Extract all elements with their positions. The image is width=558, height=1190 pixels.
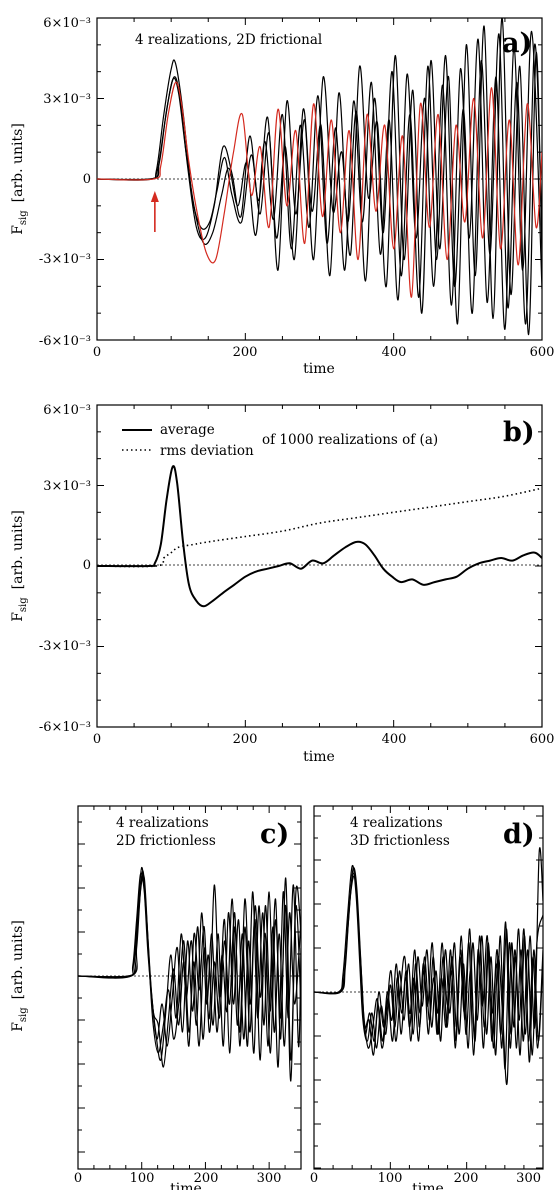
panel-b-annotation: of 1000 realizations of (a)	[262, 432, 438, 448]
panel-a-y-axis-label: Fsig[arb. units]	[10, 123, 29, 235]
panel-a-ytick-label-2: 3×10⁻³	[43, 92, 91, 107]
panel-b-xtick-label-4: 600	[530, 732, 555, 747]
panel-d-xtick-label-3: 200	[454, 1171, 479, 1186]
panel-a: 4 realizations, 2D frictional a) 6×10⁻³ …	[10, 16, 554, 377]
series-line-d-3	[314, 867, 543, 1056]
panel-d-label: d)	[503, 819, 535, 850]
legend-label-average: average	[160, 422, 215, 438]
panel-c-series	[78, 866, 301, 1082]
panel-c-label: c)	[260, 819, 289, 850]
panel-a-ytick-label-1: 6×10⁻³	[43, 16, 91, 31]
panel-c-annotation-line-1: 4 realizations	[116, 815, 209, 831]
panel-d-ticks	[313, 806, 544, 1169]
panel-b-ticks	[96, 404, 543, 728]
panel-d-annotation-line-2: 3D frictionless	[350, 833, 450, 849]
series-line-c-1	[78, 866, 301, 1061]
panel-b-ytick-label-2: 3×10⁻³	[43, 479, 91, 494]
legend-label-rms-deviation: rms deviation	[160, 443, 254, 459]
panel-b-ytick-label-4: -3×10⁻³	[39, 639, 91, 654]
panel-a-label: a)	[502, 28, 532, 59]
panel-d: 4 realizations 3D frictionless d) 0 100 …	[310, 805, 544, 1190]
panel-c-xtick-label-4: 300	[257, 1171, 282, 1186]
panel-b-ytick-label-5: -6×10⁻³	[39, 720, 91, 735]
onset-arrow-head	[150, 191, 159, 202]
panel-c-annotation-line-2: 2D frictionless	[116, 833, 216, 849]
panel-a-ytick-label-5: -6×10⁻³	[39, 334, 91, 349]
series-line-d-4	[314, 847, 543, 1086]
panel-a-xtick-label-3: 400	[382, 345, 407, 360]
panel-c-y-axis-label: Fsig[arb. units]	[10, 920, 29, 1032]
series-line-d-1	[314, 864, 543, 1070]
panel-c-xtick-label-1: 0	[74, 1171, 82, 1186]
series-line-a-2	[97, 30, 542, 330]
panel-c-xtick-label-3: 200	[194, 1171, 219, 1186]
panel-b-ytick-label-3: 0	[83, 558, 91, 573]
panel-b-xtick-label-3: 400	[382, 732, 407, 747]
panel-b-y-axis-label: Fsig[arb. units]	[10, 510, 29, 622]
panel-d-annotation-line-1: 4 realizations	[350, 815, 443, 831]
panel-a-xtick-label-1: 0	[93, 345, 101, 360]
panel-d-xtick-label-2: 100	[378, 1171, 403, 1186]
panel-d-xtick-label-4: 300	[516, 1171, 541, 1186]
panel-a-x-axis-label: time	[303, 361, 335, 377]
panel-b: average rms deviation of 1000 realizatio…	[10, 403, 554, 765]
panel-a-onset-arrow	[150, 191, 159, 232]
panel-a-series	[97, 18, 542, 336]
panel-a-annotation: 4 realizations, 2D frictional	[135, 32, 322, 48]
panel-b-ytick-label-1: 6×10⁻³	[43, 403, 91, 418]
panel-c: 4 realizations 2D frictionless c) 0 100 …	[10, 805, 302, 1190]
series-line-b-rms-deviation	[97, 487, 542, 568]
series-line-a-1	[97, 18, 542, 336]
panel-b-label: b)	[503, 417, 535, 448]
panel-a-ytick-label-3: 0	[83, 172, 91, 187]
panel-b-xtick-label-2: 200	[233, 732, 258, 747]
panel-a-xtick-label-4: 600	[530, 345, 555, 360]
panel-b-x-axis-label: time	[303, 749, 335, 765]
panel-c-xtick-label-2: 100	[130, 1171, 155, 1186]
panel-a-xtick-label-2: 200	[233, 345, 258, 360]
panel-c-x-axis-label: time	[170, 1181, 202, 1190]
panel-d-xtick-label-1: 0	[310, 1171, 318, 1186]
panel-a-ytick-label-4: -3×10⁻³	[39, 252, 91, 267]
panel-d-series	[314, 847, 543, 1086]
panel-d-x-axis-label: time	[412, 1181, 444, 1190]
panel-b-xtick-label-1: 0	[93, 732, 101, 747]
panel-c-ticks	[77, 806, 302, 1169]
series-line-b-average	[97, 465, 542, 608]
series-line-a-3	[97, 33, 542, 325]
series-line-c-4	[78, 872, 301, 1082]
panel-b-series	[97, 465, 542, 608]
series-line-a-4	[97, 81, 542, 298]
